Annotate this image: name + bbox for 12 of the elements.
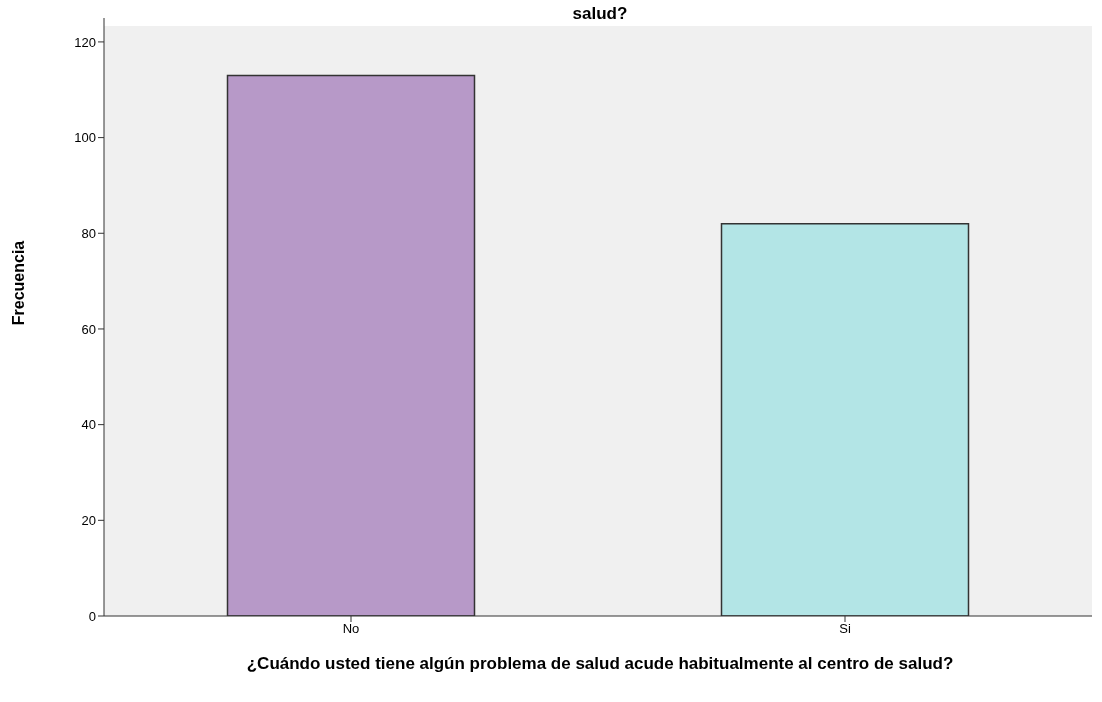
y-tick-label: 80: [81, 225, 96, 241]
x-axis-title: ¿Cuándo usted tiene algún problema de salud acude habitualmente al centro de salud?: [245, 654, 955, 673]
y-tick-label: 20: [81, 512, 96, 528]
chart-title: salud?: [571, 4, 629, 24]
x-tick-label: Si: [839, 621, 851, 637]
y-tick-label: 100: [74, 130, 96, 146]
x-tick-label: No: [342, 621, 360, 637]
y-tick-label: 120: [74, 34, 96, 50]
y-tick-label: 60: [81, 321, 96, 337]
y-axis-title: Frecuencia: [10, 240, 28, 326]
y-tick-label: 40: [81, 417, 96, 433]
y-tick-label: 0: [88, 608, 96, 624]
